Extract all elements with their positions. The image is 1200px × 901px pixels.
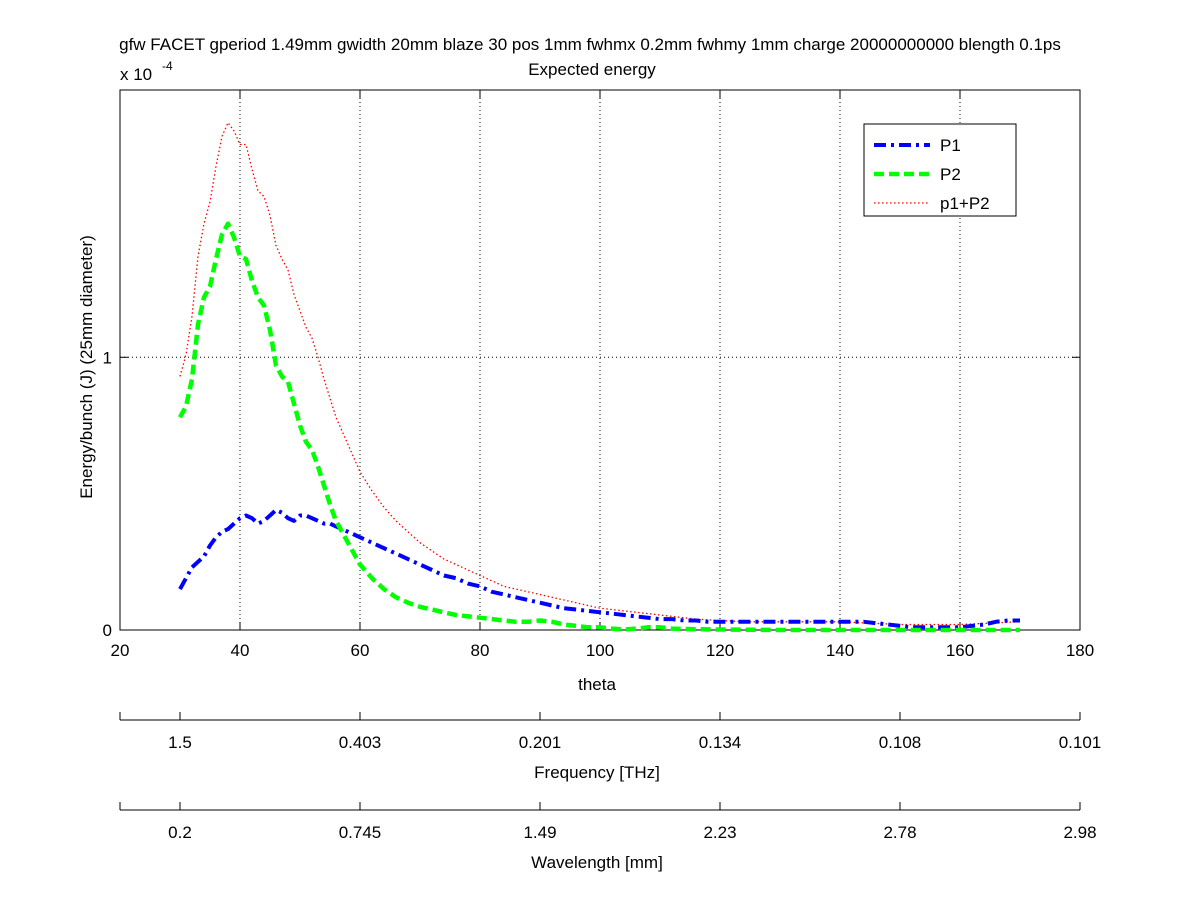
x-tick-label: 140 [826, 641, 854, 660]
wavelength-tick-label: 1.49 [523, 823, 556, 842]
x-tick-label: 40 [231, 641, 250, 660]
grid-lines [120, 90, 1080, 630]
x-axis-ticks: 20 40 60 80 100 120 140 160 180 [111, 90, 1094, 660]
wavelength-tick-label: 2.98 [1063, 823, 1096, 842]
y-exponent-label: x 10 [120, 65, 152, 84]
series-line-p2 [178, 221, 1020, 633]
wavelength-tick-label: 2.23 [703, 823, 736, 842]
y-axis-ticks: 01 [103, 348, 1080, 640]
series-group [178, 122, 1021, 633]
y-tick-label: 0 [103, 621, 112, 640]
wavelength-tick-label: 0.2 [168, 823, 192, 842]
x-tick-label: 20 [111, 641, 130, 660]
legend: P1 P2 p1+P2 [863, 123, 1017, 217]
y-exponent-power: -4 [162, 59, 173, 73]
wavelength-tick-label: 2.78 [883, 823, 916, 842]
x-axis-label: theta [578, 675, 616, 694]
x-tick-label: 180 [1066, 641, 1094, 660]
legend-box [863, 123, 1017, 217]
x-tick-label: 60 [351, 641, 370, 660]
y-axis-label: Energy/bunch (J) (25mm diameter) [77, 235, 96, 499]
legend-label: p1+P2 [940, 194, 990, 213]
x-tick-label: 80 [471, 641, 490, 660]
x-tick-label: 100 [586, 641, 614, 660]
x-tick-label: 160 [946, 641, 974, 660]
frequency-tick-label: 0.134 [699, 733, 742, 752]
frequency-tick-label: 0.201 [519, 733, 562, 752]
frequency-axis-label: Frequency [THz] [534, 763, 660, 782]
wavelength-axis-label: Wavelength [mm] [531, 853, 663, 872]
legend-label: P1 [940, 136, 961, 155]
legend-label: P2 [940, 165, 961, 184]
chart-title-line1: gfw FACET gperiod 1.49mm gwidth 20mm bla… [119, 35, 1061, 54]
frequency-tick-label: 0.101 [1059, 733, 1102, 752]
frequency-tick-label: 0.108 [879, 733, 922, 752]
x-tick-label: 120 [706, 641, 734, 660]
secondary-axes: 1.5 0.403 0.201 0.134 0.108 0.101 Frequency [T… [119, 712, 1102, 872]
y-tick-label: 1 [103, 348, 112, 367]
series-line-p1 [178, 508, 1020, 630]
wavelength-tick-label: 0.745 [339, 823, 382, 842]
chart-title-line2: Expected energy [528, 60, 656, 79]
series-line-p1-p2 [179, 122, 1021, 626]
frequency-tick-label: 0.403 [339, 733, 382, 752]
frequency-tick-label: 1.5 [168, 733, 192, 752]
